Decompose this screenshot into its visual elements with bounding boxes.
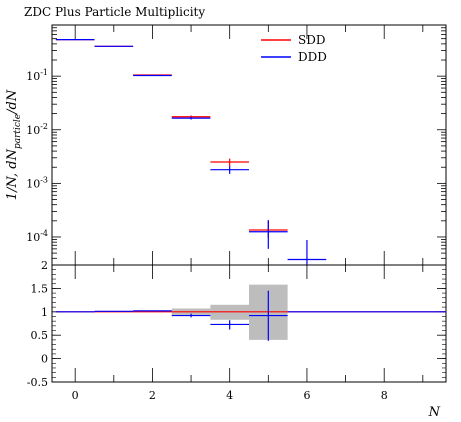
legend: SDD DDD (261, 33, 327, 64)
main-panel: 10-1 10-2 10-3 10-4 (26, 24, 447, 279)
series-sdd (55, 39, 288, 239)
x-tick-label: 0 (72, 389, 79, 402)
ratio-y-tick-label: 0.5 (31, 329, 49, 342)
ratio-y-tick-label: 1.5 (31, 282, 49, 295)
ratio-y-tick-label: 2 (41, 259, 48, 272)
y-tick-label: 10-3 (26, 175, 48, 190)
main-frame (51, 24, 447, 266)
ratio-panel: 0 2 4 6 8 -0.5 0 0.5 1 1.5 2 (27, 259, 447, 402)
ratio-y-tick-label: -0.5 (27, 376, 48, 389)
x-tick-label: 4 (226, 389, 233, 402)
legend-label-sdd: SDD (298, 33, 325, 47)
ratio-frame (51, 264, 447, 383)
legend-label-ddd: DDD (298, 50, 327, 64)
y-tick-label: 10-2 (26, 122, 48, 137)
y-tick-label: 10-4 (26, 229, 48, 244)
x-axis-label: N (428, 405, 441, 420)
y-axis-label-text: 1/N, dNparticle/dN (5, 89, 23, 200)
x-tick-label: 6 (303, 389, 310, 402)
y-axis-label: 1/N, dNparticle/dN (5, 89, 23, 200)
y-tick-label: 10-1 (26, 68, 48, 83)
x-tick-label: 2 (149, 389, 156, 402)
ratio-y-tick-label: 0 (41, 353, 48, 366)
series-ddd (55, 39, 327, 265)
chart-title: ZDC Plus Particle Multiplicity (24, 5, 205, 19)
x-tick-label: 8 (381, 389, 388, 402)
ratio-y-tick-label: 1 (41, 306, 48, 319)
